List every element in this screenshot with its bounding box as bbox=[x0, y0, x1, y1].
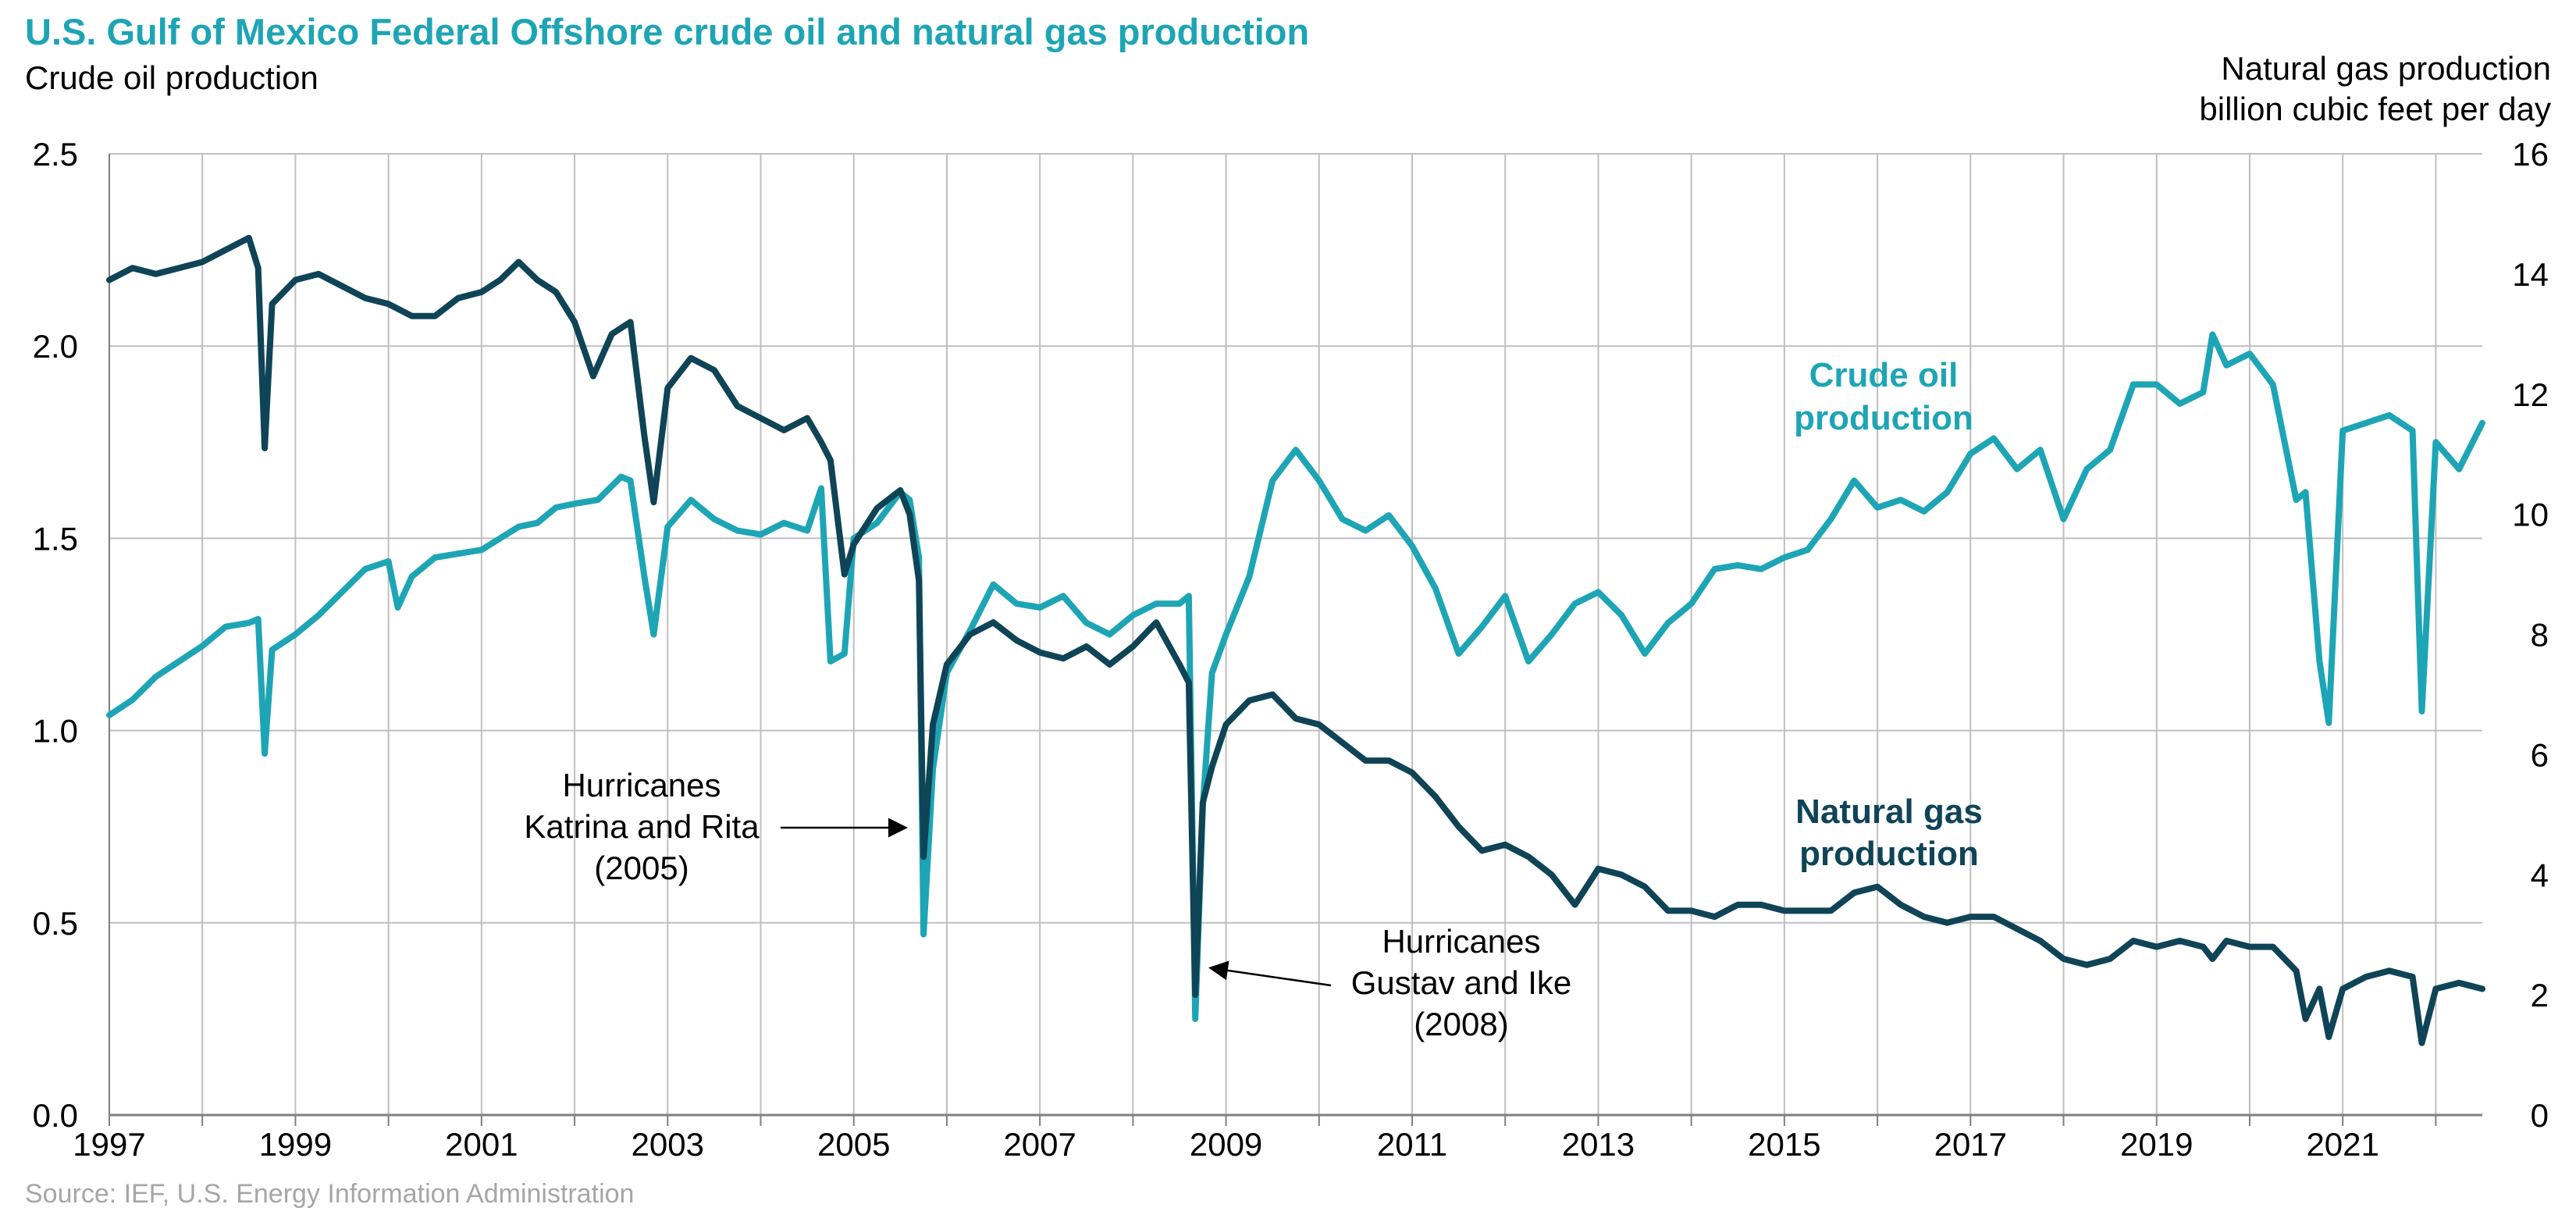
right-axis-label-line2: billion cubic feet per day bbox=[2199, 91, 2551, 127]
left-axis-ticks: 0.0 0.5 1.0 1.5 2.0 2.5 bbox=[33, 136, 78, 1134]
right-axis-label-line1: Natural gas production bbox=[2221, 50, 2551, 87]
x-tick-label: 1997 bbox=[73, 1126, 145, 1163]
x-tick-label: 2005 bbox=[817, 1126, 890, 1163]
gas-production-line bbox=[106, 234, 2485, 1046]
left-tick-label: 0.0 bbox=[33, 1097, 78, 1134]
x-tick-label: 2021 bbox=[2306, 1126, 2379, 1163]
oil-series-label-line2: production bbox=[1794, 399, 1973, 437]
gridlines bbox=[109, 153, 2482, 1115]
annotation-katrina-line2: Katrina and Rita bbox=[524, 808, 760, 845]
x-tick-label: 2009 bbox=[1190, 1126, 1262, 1163]
left-tick-label: 0.5 bbox=[33, 905, 78, 942]
annotation-gustav-arrow bbox=[1208, 960, 1332, 987]
left-tick-label: 2.0 bbox=[33, 328, 78, 365]
right-tick-label: 0 bbox=[2531, 1097, 2549, 1134]
right-tick-label: 10 bbox=[2512, 497, 2549, 533]
x-tick-label: 2011 bbox=[1377, 1126, 1447, 1163]
series-labels: Crude oil production Natural gas product… bbox=[1794, 356, 1983, 873]
x-tick-label: 2017 bbox=[1934, 1126, 2007, 1163]
annotation-gustav-line2: Gustav and Ike bbox=[1351, 964, 1572, 1001]
annotation-gustav-line1: Hurricanes bbox=[1382, 923, 1540, 960]
right-axis-ticks: 0 2 4 6 8 10 12 14 16 bbox=[2512, 136, 2549, 1134]
right-tick-label: 4 bbox=[2531, 857, 2549, 893]
x-tick-label: 2019 bbox=[2120, 1126, 2193, 1163]
chart-title: U.S. Gulf of Mexico Federal Offshore cru… bbox=[25, 11, 1309, 52]
left-tick-label: 2.5 bbox=[33, 136, 78, 173]
right-tick-label: 2 bbox=[2531, 977, 2549, 1014]
right-tick-label: 14 bbox=[2512, 256, 2549, 293]
left-tick-label: 1.0 bbox=[33, 713, 78, 750]
x-tick-label: 2007 bbox=[1003, 1126, 1076, 1163]
annotation-katrina-line1: Hurricanes bbox=[562, 767, 720, 803]
oil-production-line bbox=[106, 331, 2485, 1022]
x-tick-label: 2013 bbox=[1562, 1126, 1635, 1163]
oil-series-label-line1: Crude oil bbox=[1809, 356, 1959, 394]
gas-series-label-line2: production bbox=[1799, 835, 1979, 873]
x-axis-ticks: 1997 1999 2001 2003 2005 2007 2009 2011 2013 2015… bbox=[73, 1115, 2437, 1163]
left-axis-label: Crude oil production bbox=[25, 59, 318, 96]
x-tick-label: 2001 bbox=[445, 1126, 518, 1163]
annotation-katrina-line3: (2005) bbox=[594, 850, 688, 886]
right-tick-label: 16 bbox=[2512, 136, 2549, 173]
gas-series-label-line1: Natural gas bbox=[1795, 793, 1983, 831]
left-tick-label: 1.5 bbox=[33, 520, 78, 557]
x-tick-label: 1999 bbox=[259, 1126, 332, 1163]
data-series bbox=[106, 234, 2485, 1046]
right-tick-label: 8 bbox=[2531, 617, 2549, 654]
x-tick-label: 2003 bbox=[632, 1126, 704, 1163]
right-tick-label: 6 bbox=[2531, 736, 2549, 773]
annotations: Hurricanes Katrina and Rita (2005) Hurri… bbox=[524, 767, 1571, 1042]
annotation-gustav-line3: (2008) bbox=[1414, 1006, 1508, 1042]
right-tick-label: 12 bbox=[2512, 376, 2549, 413]
x-tick-label: 2015 bbox=[1748, 1126, 1820, 1163]
source-note: Source: IEF, U.S. Energy Information Adm… bbox=[25, 1179, 634, 1209]
